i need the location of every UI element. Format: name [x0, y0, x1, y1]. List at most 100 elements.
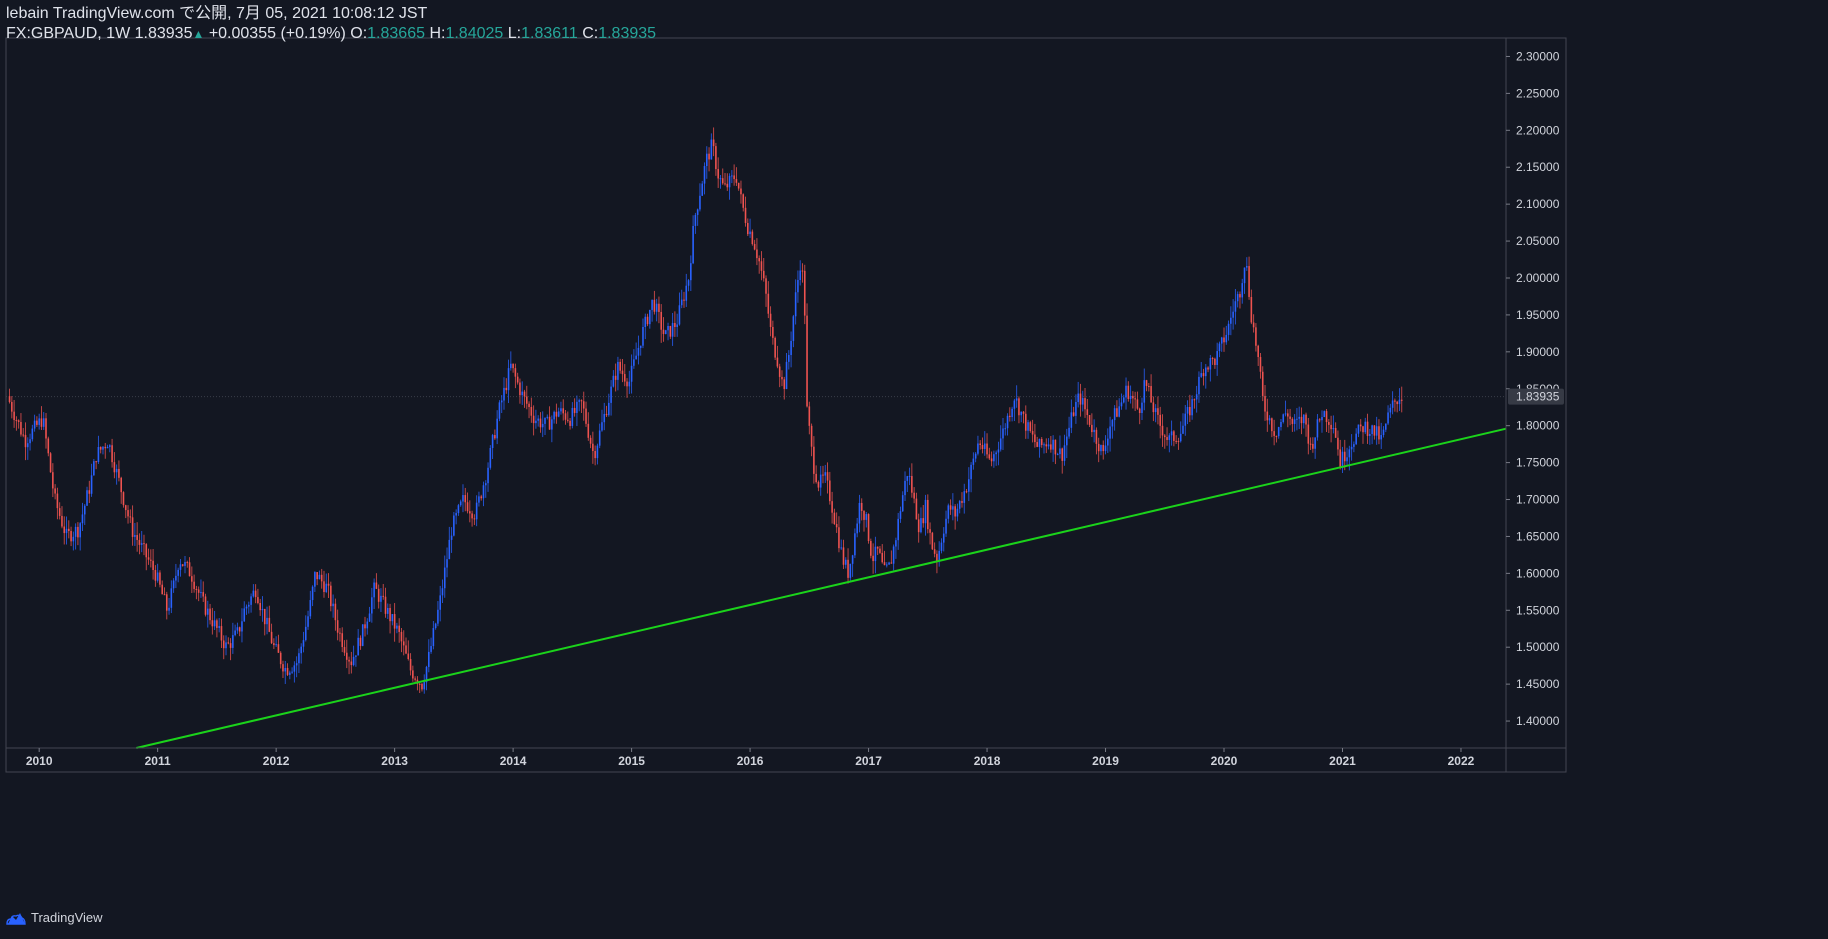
candle-body-down [724, 183, 726, 185]
candle-body-down [1148, 385, 1150, 387]
candle-body-up [1284, 413, 1287, 415]
candle-body-down [204, 596, 207, 615]
candle-body-down [77, 526, 79, 538]
candle-body-down [715, 146, 717, 170]
candle-body-up [425, 666, 428, 683]
candle-body-down [1166, 437, 1168, 441]
candle-body-up [999, 438, 1002, 450]
candle-body-down [341, 633, 344, 648]
ohlc-legend[interactable]: FX:GBPAUD, 1W 1.83935▲ +0.00355 (+0.19%)… [6, 24, 656, 44]
candle-body-up [97, 446, 100, 463]
candle-body-up [361, 624, 364, 646]
candle-body-up [175, 575, 177, 581]
candle-body-down [1289, 416, 1291, 419]
candle-body-up [1141, 402, 1143, 414]
candle-body-up [535, 420, 537, 424]
y-tick-label: 1.50000 [1516, 640, 1560, 654]
candle-body-down [573, 407, 576, 414]
candle-body-down [767, 293, 770, 314]
candle-body-up [1282, 414, 1285, 422]
candle-body-down [1252, 322, 1255, 328]
candle-body-down [147, 557, 150, 560]
candle-body-down [494, 435, 496, 439]
x-tick-label: 2015 [618, 754, 645, 768]
symbol-label[interactable]: FX:GBPAUD, 1W [6, 25, 131, 42]
candle-body-down [1138, 408, 1141, 414]
candle-body-up [908, 476, 911, 478]
candle-body-down [646, 316, 649, 325]
candle-body-up [858, 502, 861, 524]
candle-body-up [974, 453, 977, 459]
candle-body-down [1202, 373, 1205, 377]
candle-body-up [576, 401, 578, 414]
candle-body-down [143, 543, 145, 545]
candle-body-up [692, 225, 694, 264]
candle-body-up [685, 285, 688, 301]
candle-body-down [890, 562, 893, 564]
candle-body-up [1047, 444, 1050, 447]
candle-body-down [469, 511, 471, 514]
candle-body-down [1102, 445, 1105, 452]
candle-body-up [443, 567, 446, 589]
y-tick-label: 1.40000 [1516, 714, 1560, 728]
candle-body-down [758, 258, 760, 262]
candle-body-up [785, 361, 788, 390]
candle-body-down [1050, 444, 1052, 450]
candle-body-down [186, 562, 189, 564]
candle-body-up [156, 572, 159, 581]
candle-body-up [596, 445, 599, 459]
candle-body-down [530, 406, 533, 416]
candle-body-up [42, 418, 45, 427]
candle-body-down [209, 608, 211, 621]
candle-body-down [1189, 407, 1191, 416]
candle-body-down [20, 421, 22, 435]
candle-body-down [1152, 402, 1155, 413]
candle-body-up [970, 464, 972, 480]
candle-body-down [913, 492, 915, 499]
candle-body-down [1091, 424, 1093, 433]
candle-body-down [879, 548, 881, 553]
candle-body-up [699, 195, 701, 210]
candle-body-up [849, 563, 852, 578]
candle-body-up [396, 625, 398, 629]
candle-body-up [352, 656, 355, 666]
candle-body-up [29, 439, 31, 444]
candle-body-up [696, 209, 699, 215]
tradingview-brand[interactable]: TradingView [31, 910, 103, 925]
last-price-label: 1.83935 [1516, 390, 1560, 404]
candle-body-up [332, 603, 334, 607]
candle-body-down [1036, 442, 1038, 447]
candle-body-up [1398, 399, 1401, 405]
candle-body-up [1225, 334, 1228, 343]
y-tick-label: 2.25000 [1516, 86, 1560, 100]
candle-body-up [115, 468, 118, 473]
candle-body-down [838, 527, 840, 549]
candle-body-down [614, 375, 617, 380]
candle-body-up [749, 231, 751, 235]
candle-body-down [765, 278, 767, 294]
candle-body-up [1391, 400, 1394, 408]
candle-body-down [1287, 413, 1289, 417]
x-tick-label: 2011 [145, 754, 171, 768]
candle-body-down [343, 647, 346, 653]
candle-body-up [298, 653, 300, 664]
candle-body-down [1259, 357, 1262, 372]
y-tick-label: 1.45000 [1516, 677, 1560, 691]
candle-body-down [860, 502, 863, 511]
tradingview-footer[interactable]: TradingView [6, 910, 103, 925]
candle-body-up [489, 448, 492, 468]
candle-body-down [762, 270, 765, 279]
candle-body-up [1302, 414, 1305, 424]
candle-body-down [1239, 294, 1241, 298]
candle-body-down [1161, 425, 1164, 436]
candle-body-up [462, 495, 464, 502]
candle-body-down [407, 653, 410, 660]
candle-body-down [929, 529, 931, 533]
candle-body-up [1323, 411, 1326, 418]
candle-body-up [553, 411, 555, 420]
candle-body-up [1293, 419, 1296, 424]
candle-body-down [621, 370, 624, 375]
candle-body-up [705, 153, 708, 167]
candle-body-up [541, 423, 544, 428]
